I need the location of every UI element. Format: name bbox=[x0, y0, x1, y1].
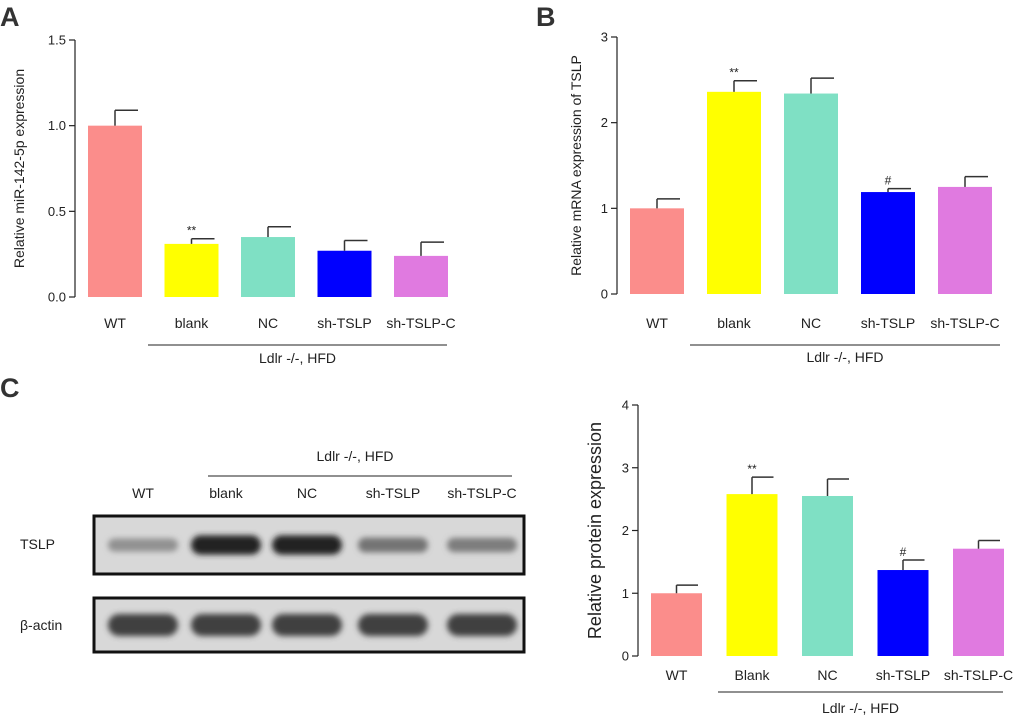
x-tick-label: sh-TSLP bbox=[317, 315, 371, 331]
y-axis-label: Relative mRNA expression of TSLP bbox=[568, 55, 584, 276]
y-tick-label: 3 bbox=[601, 30, 608, 45]
bar-sh-tslp bbox=[861, 192, 915, 294]
blot-lane-label: WT bbox=[132, 485, 154, 501]
blot-lane-label: sh-TSLP-C bbox=[447, 485, 516, 501]
x-tick-label: WT bbox=[666, 667, 688, 683]
panel-label-a: A bbox=[0, 2, 20, 32]
significance-mark: ** bbox=[747, 462, 757, 476]
bar-blank bbox=[726, 494, 778, 656]
blot-row-label-actin: β-actin bbox=[20, 617, 62, 633]
western-blot: Ldlr -/-, HFD WT blank NC sh-TSLP sh-TSLP-C … bbox=[20, 448, 526, 654]
x-tick-label: sh-TSLP bbox=[876, 667, 930, 683]
y-tick-label: 0 bbox=[622, 649, 629, 664]
y-axis-label: Relative miR-142-5p expression bbox=[11, 69, 27, 268]
x-tick-label: NC bbox=[258, 315, 278, 331]
blot-group-label: Ldlr -/-, HFD bbox=[317, 448, 394, 464]
y-tick-label: 0.5 bbox=[48, 204, 66, 219]
y-tick-label: 4 bbox=[622, 398, 629, 413]
y-tick-label: 2 bbox=[601, 115, 608, 130]
significance-mark: ** bbox=[729, 66, 739, 80]
x-tick-label: Blank bbox=[734, 667, 770, 683]
chart-c: 0 1 2 3 4 Relative protein expression WT ** Blan… bbox=[585, 398, 1013, 717]
bar-sh-tslp-c bbox=[953, 548, 1004, 656]
blot-band bbox=[108, 614, 178, 636]
x-tick-label: sh-TSLP bbox=[861, 315, 915, 331]
bar-sh-tslp-c bbox=[394, 255, 448, 297]
blot-band bbox=[358, 537, 428, 553]
y-tick-label: 0.0 bbox=[48, 290, 66, 305]
x-tick-label: WT bbox=[104, 315, 126, 331]
blot-lane-label: sh-TSLP bbox=[366, 485, 420, 501]
bar-sh-tslp-c bbox=[938, 186, 992, 294]
y-tick-label: 0 bbox=[601, 287, 608, 302]
bar-wt bbox=[651, 593, 702, 656]
bar-sh-tslp bbox=[877, 570, 929, 656]
x-tick-label: sh-TSLP-C bbox=[944, 667, 1013, 683]
group-label: Ldlr -/-, HFD bbox=[259, 350, 336, 366]
bar-nc bbox=[802, 495, 853, 656]
bar-sh-tslp bbox=[317, 250, 372, 297]
y-tick-label: 3 bbox=[622, 460, 629, 475]
blot-row-label-tslp: TSLP bbox=[20, 536, 55, 552]
significance-mark: # bbox=[885, 174, 892, 188]
bar-blank bbox=[164, 243, 219, 297]
bar-nc bbox=[784, 93, 838, 294]
y-tick-label: 1 bbox=[601, 201, 608, 216]
blot-lane-label: blank bbox=[209, 485, 243, 501]
blot-band bbox=[191, 614, 261, 636]
x-tick-label: sh-TSLP-C bbox=[930, 315, 999, 331]
significance-mark: # bbox=[900, 545, 907, 559]
x-tick-label: blank bbox=[175, 315, 209, 331]
x-tick-label: blank bbox=[717, 315, 751, 331]
x-tick-label: NC bbox=[817, 667, 837, 683]
x-tick-label: NC bbox=[801, 315, 821, 331]
x-tick-label: sh-TSLP-C bbox=[386, 315, 455, 331]
panel-label-c: C bbox=[0, 373, 20, 403]
bar-nc bbox=[241, 237, 295, 297]
blot-lane-label: NC bbox=[297, 485, 317, 501]
blot-band bbox=[447, 537, 517, 553]
chart-a: 0.0 0.5 1.0 1.5 Relative miR-142-5p expressi… bbox=[11, 33, 456, 367]
bar-wt bbox=[88, 125, 142, 298]
x-tick-label: WT bbox=[646, 315, 668, 331]
blot-band bbox=[272, 535, 342, 555]
y-tick-label: 1.0 bbox=[48, 118, 66, 133]
blot-band bbox=[108, 538, 178, 552]
significance-mark: ** bbox=[187, 224, 197, 238]
blot-band bbox=[272, 614, 342, 636]
group-label: Ldlr -/-, HFD bbox=[807, 349, 884, 365]
blot-band bbox=[447, 614, 517, 636]
y-axis-label: Relative protein expression bbox=[585, 422, 605, 639]
blot-band bbox=[191, 535, 261, 555]
y-tick-label: 1.5 bbox=[48, 33, 66, 48]
chart-b: 0 1 2 3 Relative mRNA expression of TSLP WT **… bbox=[568, 30, 1000, 365]
blot-band bbox=[358, 614, 428, 636]
bar-blank bbox=[707, 91, 761, 295]
panel-label-b: B bbox=[536, 2, 556, 32]
bar-wt bbox=[630, 208, 684, 294]
y-tick-label: 2 bbox=[622, 523, 629, 538]
group-label: Ldlr -/-, HFD bbox=[822, 700, 899, 716]
y-tick-label: 1 bbox=[622, 586, 629, 601]
